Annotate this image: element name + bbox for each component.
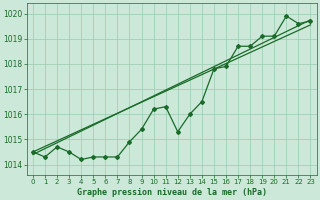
X-axis label: Graphe pression niveau de la mer (hPa): Graphe pression niveau de la mer (hPa) [77, 188, 267, 197]
